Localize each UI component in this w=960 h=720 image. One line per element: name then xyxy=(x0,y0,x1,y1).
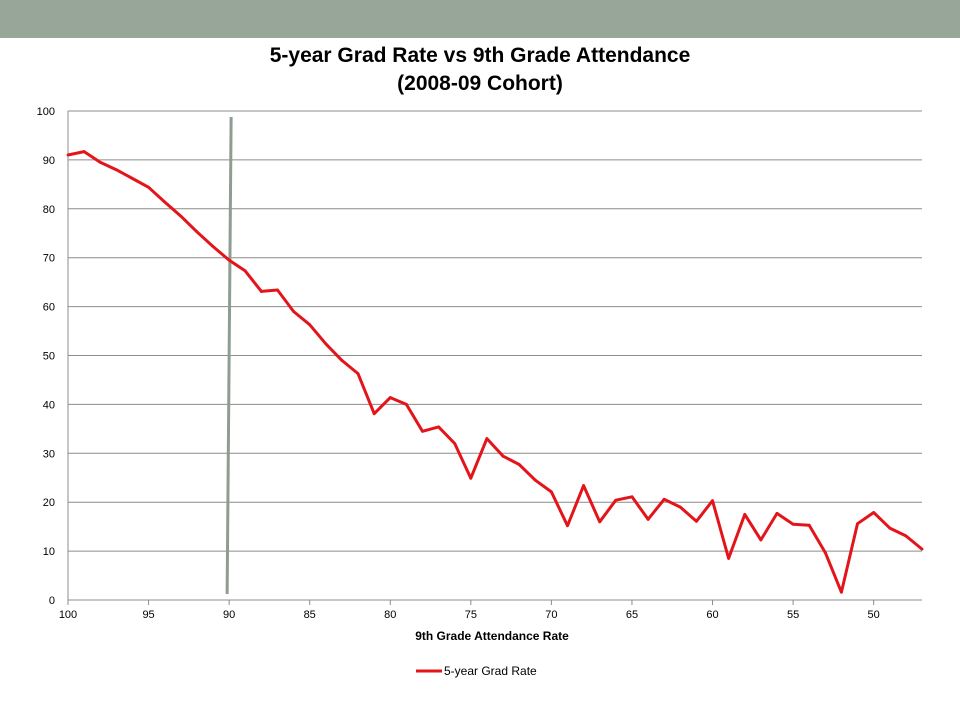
x-tick-label: 50 xyxy=(868,609,880,621)
data-point xyxy=(66,153,70,157)
y-axis-ticks: 0 10 20 30 40 50 60 70 80 90 100 xyxy=(37,106,55,607)
y-tick-label: 70 xyxy=(43,253,55,265)
data-point xyxy=(388,396,392,399)
x-tick-label: 55 xyxy=(787,609,799,621)
x-tick-label: 95 xyxy=(142,609,154,621)
data-point xyxy=(227,258,231,262)
data-point xyxy=(421,429,424,433)
data-point xyxy=(292,310,295,313)
chart-subtitle: (2008-09 Cohort) xyxy=(397,72,563,95)
legend: 5-year Grad Rate xyxy=(416,664,537,678)
data-point xyxy=(823,551,827,554)
header-band xyxy=(0,0,960,38)
data-point xyxy=(533,478,537,482)
data-point xyxy=(711,499,714,503)
series-line-grad-rate xyxy=(67,150,923,594)
data-point xyxy=(195,230,199,234)
series-points xyxy=(66,150,924,594)
reference-line-90 xyxy=(225,116,233,595)
data-point xyxy=(872,511,876,514)
data-point xyxy=(98,160,102,164)
data-point xyxy=(211,245,215,248)
data-point xyxy=(517,463,521,466)
x-axis-ticks: 100 95 90 85 80 75 70 65 60 55 50 xyxy=(59,609,880,621)
y-tick-label: 10 xyxy=(43,546,55,558)
data-point xyxy=(485,437,489,441)
data-point xyxy=(743,513,747,516)
x-tick-label: 90 xyxy=(223,609,235,621)
data-point xyxy=(404,403,408,406)
data-point xyxy=(179,214,183,218)
data-point xyxy=(791,522,795,526)
data-point xyxy=(646,517,650,521)
data-point xyxy=(662,497,666,501)
data-point xyxy=(582,484,586,487)
x-tick-label: 80 xyxy=(384,609,396,621)
data-point xyxy=(566,524,569,528)
x-tick-label: 100 xyxy=(59,609,77,621)
data-point xyxy=(340,358,344,362)
y-tick-label: 80 xyxy=(43,204,55,216)
data-point xyxy=(356,372,360,375)
y-tick-label: 60 xyxy=(43,302,55,314)
data-point xyxy=(695,519,698,523)
data-point xyxy=(324,342,328,346)
data-point xyxy=(308,323,312,327)
data-point xyxy=(840,590,843,594)
data-point xyxy=(904,534,908,538)
legend-label: 5-year Grad Rate xyxy=(444,664,537,678)
x-tick-label: 60 xyxy=(706,609,718,621)
x-tick-label: 75 xyxy=(465,609,477,621)
y-tick-label: 90 xyxy=(43,155,55,167)
x-axis-title: 9th Grade Attendance Rate xyxy=(415,629,569,643)
x-tick-label: 70 xyxy=(545,609,557,621)
data-point xyxy=(372,412,376,416)
data-point xyxy=(469,476,473,480)
data-point xyxy=(888,526,892,530)
x-tick-label: 85 xyxy=(304,609,316,621)
data-point xyxy=(807,523,811,527)
data-point xyxy=(114,168,118,172)
y-tick-label: 0 xyxy=(49,595,55,607)
data-point xyxy=(598,520,602,524)
gridlines xyxy=(67,110,922,605)
y-tick-label: 100 xyxy=(37,106,55,118)
data-point xyxy=(147,185,150,189)
data-point xyxy=(276,288,279,292)
x-tick-label: 65 xyxy=(626,609,638,621)
data-point xyxy=(131,177,134,180)
data-point xyxy=(759,538,763,542)
data-point xyxy=(437,425,441,429)
chart-title: 5-year Grad Rate vs 9th Grade Attendance xyxy=(269,44,691,67)
y-tick-label: 50 xyxy=(43,351,55,363)
data-point xyxy=(614,498,618,502)
chart-title-block: 5-year Grad Rate vs 9th Grade Attendance… xyxy=(0,42,960,98)
data-point xyxy=(549,490,553,494)
y-tick-label: 20 xyxy=(43,497,55,509)
data-point xyxy=(775,512,779,515)
data-point xyxy=(163,200,167,204)
data-point xyxy=(727,557,731,560)
data-point xyxy=(243,269,247,273)
data-point xyxy=(82,150,86,153)
data-point xyxy=(630,495,634,499)
data-point xyxy=(501,454,505,458)
data-point xyxy=(453,442,457,445)
y-tick-label: 40 xyxy=(43,399,55,411)
data-point xyxy=(856,522,859,526)
data-point xyxy=(920,547,924,551)
data-point xyxy=(678,505,682,509)
y-tick-label: 30 xyxy=(43,448,55,460)
data-point xyxy=(259,290,263,293)
